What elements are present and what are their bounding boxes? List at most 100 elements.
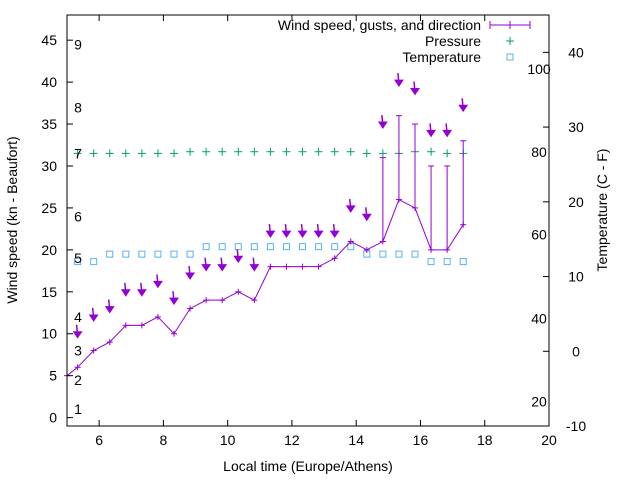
arrow-head	[88, 314, 99, 322]
pressure-point	[330, 147, 339, 156]
temperature-point	[170, 250, 178, 258]
arrow-head	[442, 129, 453, 138]
x-tick-label: 6	[95, 432, 103, 448]
direction-arrow	[297, 224, 308, 238]
legend-label: Wind speed, gusts, and direction	[278, 17, 481, 33]
wind-speed-point	[203, 297, 210, 304]
arrow-head	[297, 230, 308, 238]
pressure-point	[266, 147, 275, 156]
arrow-head	[410, 87, 420, 96]
wind-speed-point	[74, 364, 81, 371]
direction-arrow	[233, 249, 244, 264]
wind-speed-point	[235, 288, 242, 295]
wind-speed-point	[379, 238, 386, 245]
y2-tick-label: 0	[572, 343, 580, 359]
wind-speed-point	[154, 313, 161, 320]
y-tick-label: 20	[41, 242, 57, 258]
wind-speed-point	[122, 322, 129, 329]
wind-speed-point	[331, 255, 338, 262]
beaufort-label: 2	[74, 372, 82, 388]
arrow-head	[153, 280, 163, 289]
y2-tick-label: 40	[568, 44, 584, 60]
y-tick-label: 10	[41, 326, 57, 342]
arrow-head	[377, 121, 388, 129]
direction-arrow	[201, 257, 212, 272]
arrow-head	[185, 272, 196, 280]
y-tick-label: 35	[41, 116, 57, 132]
wind-speed-point	[138, 322, 145, 329]
temperature-point	[459, 258, 467, 266]
wind-speed-point	[412, 204, 419, 211]
wind-speed-point	[90, 347, 97, 354]
plot-frame	[66, 14, 550, 427]
beaufort-label: 7	[74, 145, 82, 161]
y-tick-label: 15	[41, 284, 57, 300]
x-tick-label: 12	[284, 432, 300, 448]
pressure-point	[378, 149, 387, 158]
arrow-head	[345, 205, 356, 213]
temperature-point	[379, 250, 387, 258]
y2-axis-label: Temperature (C - F)	[594, 149, 610, 272]
pressure-point	[105, 149, 114, 158]
pressure-point	[153, 149, 162, 158]
pressure-point	[443, 149, 452, 158]
arrow-head	[249, 264, 260, 272]
wind-speed-point	[444, 246, 451, 253]
fahrenheit-label: 60	[531, 227, 547, 243]
direction-arrow	[442, 123, 453, 138]
y2-tick-label: -10	[566, 418, 586, 434]
direction-arrow	[136, 282, 147, 297]
pressure-point	[427, 147, 436, 156]
pressure-point	[362, 149, 371, 158]
arrow-head	[394, 79, 404, 88]
x-tick-label: 18	[477, 432, 493, 448]
temperature-point	[106, 250, 114, 258]
temperature-point	[299, 243, 307, 251]
pressure-point	[170, 149, 179, 158]
temperature-point	[74, 258, 82, 266]
direction-arrow	[394, 73, 404, 88]
wind-speed-point	[106, 339, 113, 346]
beaufort-label: 8	[74, 99, 82, 115]
wind-speed-line	[66, 198, 464, 377]
direction-arrow	[249, 257, 260, 272]
wind-speed-point	[267, 263, 274, 270]
direction-arrow	[377, 114, 388, 129]
direction-arrow	[281, 224, 292, 238]
temperature-point	[234, 243, 242, 251]
x-tick-label: 8	[160, 432, 168, 448]
pressure-point	[234, 147, 243, 156]
pressure-point	[346, 147, 355, 156]
legend-label: Pressure	[425, 33, 481, 49]
temperature-point	[331, 243, 339, 251]
y-tick-label: 5	[49, 368, 57, 384]
y-tick-label: 45	[41, 32, 57, 48]
temperature-point	[347, 243, 355, 251]
arrow-head	[120, 289, 131, 297]
y-axis-label: Wind speed (kn - Beaufort)	[4, 136, 20, 303]
y-tick-label: 40	[41, 74, 57, 90]
temperature-point	[90, 258, 98, 266]
fahrenheit-label: 100	[527, 61, 551, 77]
temperature-point	[427, 258, 435, 266]
x-tick-label: 14	[348, 432, 364, 448]
beaufort-label: 6	[74, 208, 82, 224]
pressure-point	[89, 149, 98, 158]
x-tick-label: 10	[220, 432, 236, 448]
y-tick-label: 25	[41, 200, 57, 216]
arrow-head	[201, 264, 212, 272]
pressure-point	[250, 147, 259, 156]
wind-speed-point	[219, 297, 226, 304]
direction-arrow	[265, 224, 276, 238]
fahrenheit-label: 80	[531, 144, 547, 160]
temperature-point	[218, 243, 226, 251]
direction-arrow	[72, 324, 83, 339]
x-tick-label: 20	[541, 432, 557, 448]
y-tick-label: 30	[41, 158, 57, 174]
direction-arrow	[329, 224, 340, 238]
temperature-point	[266, 243, 274, 251]
y2-tick-label: 30	[568, 119, 584, 135]
arrow-head	[217, 264, 228, 272]
temperature-point	[186, 250, 194, 258]
